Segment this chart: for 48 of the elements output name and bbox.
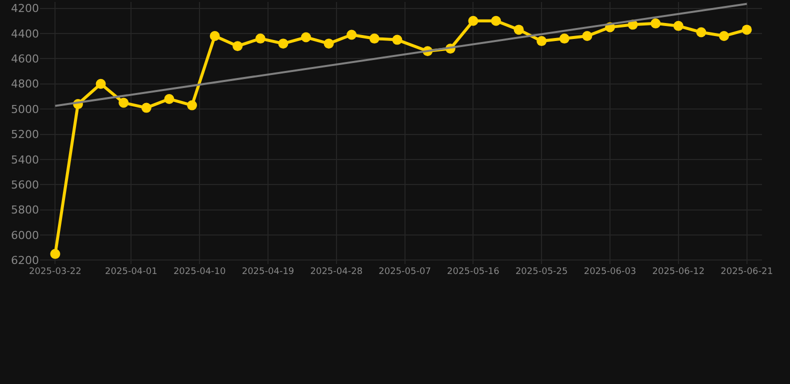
- point: [650, 18, 661, 28]
- x-tick-label: 2025-05-16: [447, 267, 500, 277]
- y-tick-label: 6200: [11, 254, 39, 268]
- y-tick-label: 5000: [11, 102, 39, 116]
- x-tick-label: 2025-04-01: [105, 267, 158, 277]
- point: [96, 78, 106, 89]
- x-tick-label: 2025-06-12: [652, 267, 705, 277]
- x-tick-label: 2025-05-25: [515, 267, 568, 277]
- point: [301, 32, 311, 42]
- point: [141, 102, 152, 113]
- x-tick-label: 2025-04-19: [242, 267, 294, 277]
- x-tick-label: 2025-06-03: [584, 267, 636, 277]
- point: [514, 24, 524, 35]
- point: [468, 16, 478, 26]
- x-tick-label: 2025-06-21: [720, 267, 773, 277]
- point: [232, 41, 243, 52]
- point: [536, 36, 547, 46]
- x-tick-label: 2025-05-07: [378, 267, 431, 277]
- point: [50, 248, 60, 259]
- y-tick-label: 4200: [11, 2, 39, 16]
- point: [210, 31, 220, 42]
- point: [278, 38, 288, 49]
- y-tick-label: 5400: [11, 153, 39, 166]
- y-tick-label: 4600: [11, 52, 39, 66]
- point: [187, 100, 197, 110]
- point: [673, 20, 684, 31]
- y-tick-label: 5600: [11, 178, 39, 192]
- point: [346, 30, 357, 40]
- point: [369, 34, 380, 44]
- point: [491, 16, 501, 26]
- point: [118, 98, 129, 108]
- x-tick-label: 2025-04-28: [310, 267, 363, 277]
- y-tick-label: 5800: [11, 204, 39, 217]
- point: [255, 34, 266, 44]
- y-tick-label: 5200: [11, 128, 39, 142]
- point: [696, 27, 706, 38]
- point: [559, 34, 570, 44]
- point: [392, 34, 402, 45]
- y-tick-label: 4400: [11, 27, 39, 40]
- point: [582, 31, 592, 42]
- y-tick-label: 6000: [11, 228, 39, 242]
- point: [719, 31, 729, 42]
- point: [324, 38, 334, 49]
- point: [164, 94, 174, 104]
- x-tick-label: 2025-03-22: [29, 267, 82, 277]
- y-tick-label: 4800: [11, 78, 39, 91]
- x-tick-label: 2025-04-10: [173, 267, 226, 277]
- point: [742, 24, 752, 35]
